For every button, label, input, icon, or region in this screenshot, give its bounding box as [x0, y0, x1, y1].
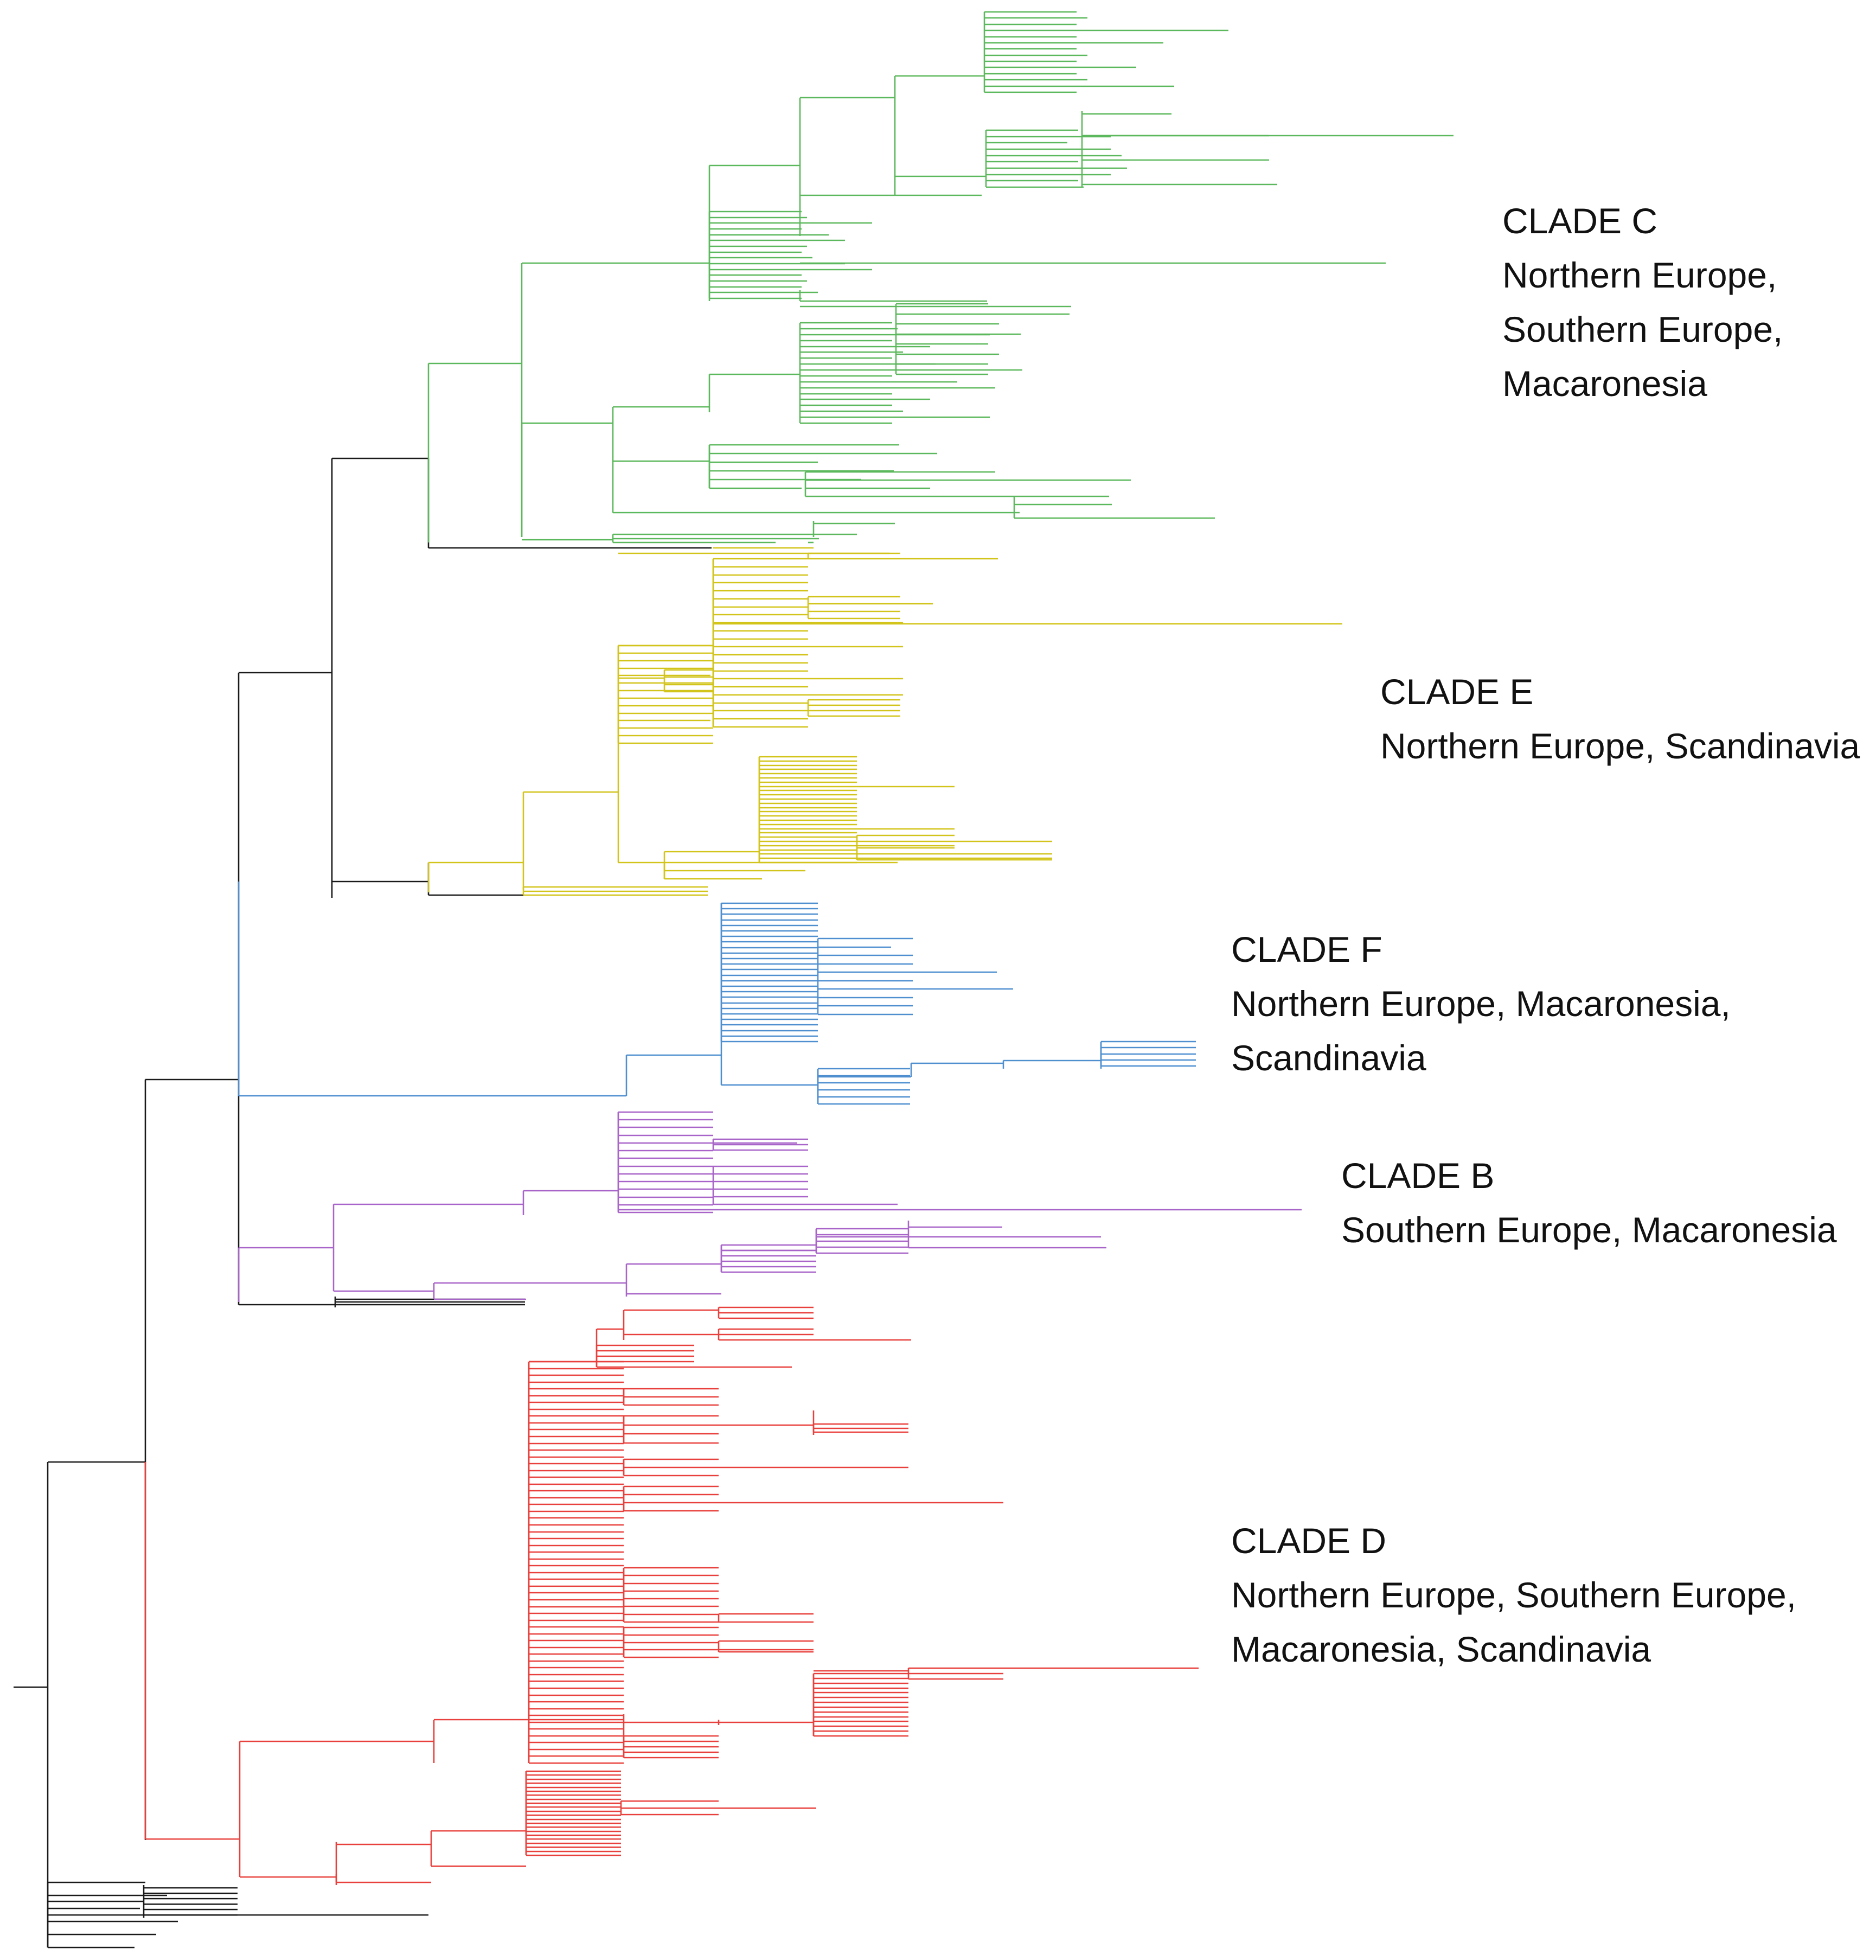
clade-d-branches [144, 1306, 1199, 1885]
clade-c-region-1: Northern Europe, [1502, 255, 1777, 295]
clade-d-title: CLADE D [1231, 1521, 1387, 1561]
clade-e-branches [427, 547, 1342, 896]
clade-f-label: CLADE F Northern Europe, Macaronesia, Sc… [1231, 922, 1731, 1085]
clade-f-branches [238, 882, 1196, 1105]
clade-b-branches [238, 1111, 1302, 1302]
clade-c-region-2: Southern Europe, [1502, 309, 1783, 349]
clade-e-label: CLADE E Northern Europe, Scandinavia [1380, 665, 1860, 773]
clade-b-title: CLADE B [1341, 1155, 1495, 1196]
clade-e-title: CLADE E [1380, 672, 1534, 712]
clade-f-region-1: Northern Europe, Macaronesia, [1231, 984, 1731, 1024]
clade-f-title: CLADE F [1231, 929, 1382, 969]
clade-c-label: CLADE C Northern Europe, Southern Europe… [1502, 194, 1783, 411]
clade-d-region-1: Northern Europe, Southern Europe, [1231, 1575, 1796, 1615]
clade-b-region-1: Southern Europe, Macaronesia [1341, 1210, 1837, 1250]
clade-c-branches [427, 11, 1454, 544]
clade-b-label: CLADE B Southern Europe, Macaronesia [1341, 1148, 1837, 1257]
clade-c-title: CLADE C [1502, 201, 1658, 241]
clade-c-region-3: Macaronesia [1502, 363, 1707, 404]
backbone-branches [14, 457, 712, 1949]
clade-e-region-1: Northern Europe, Scandinavia [1380, 726, 1860, 766]
clade-d-label: CLADE D Northern Europe, Southern Europe… [1231, 1514, 1796, 1676]
clade-d-region-2: Macaronesia, Scandinavia [1231, 1629, 1651, 1669]
clade-f-region-2: Scandinavia [1231, 1038, 1426, 1078]
